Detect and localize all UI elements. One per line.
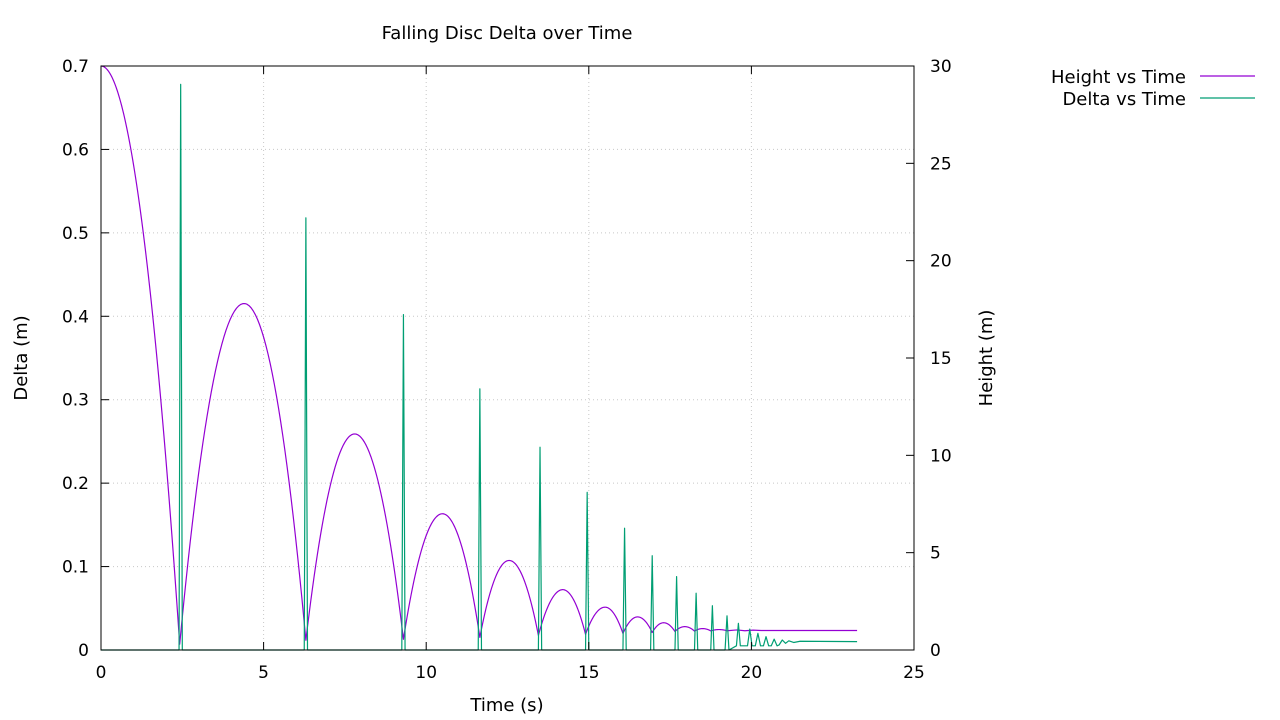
y2-tick-label: 20	[930, 252, 952, 272]
x-axis-label: Time (s)	[469, 695, 543, 716]
y2-tick-label: 10	[930, 446, 952, 466]
tick-labels: 0 5 10 15 20 2500.10.20.30.40.50.60.705101520…	[62, 57, 952, 683]
chart-title: Falling Disc Delta over Time	[382, 23, 633, 44]
x-tick-label: 15	[578, 663, 600, 683]
y-tick-label: 0.2	[62, 474, 89, 494]
y2-tick-label: 5	[930, 544, 941, 564]
y-tick-label: 0.3	[62, 391, 89, 411]
ticks	[100, 65, 915, 651]
x-tick-label: 5	[258, 663, 269, 683]
y2-tick-label: 25	[930, 154, 952, 174]
y-tick-label: 0.7	[62, 57, 89, 77]
y2-tick-label: 15	[930, 349, 952, 369]
y-tick-label: 0.5	[62, 224, 89, 244]
y2-tick-label: 0	[930, 641, 941, 661]
x-tick-label: 25	[903, 663, 925, 683]
legend-label-delta: Delta vs Time	[1062, 89, 1186, 110]
y2-axis-label: Height (m)	[976, 310, 997, 407]
y-axis-label: Delta (m)	[11, 315, 32, 400]
legend: Height vs Time Delta vs Time	[1051, 67, 1255, 110]
x-tick-label: 0	[96, 663, 107, 683]
y-tick-label: 0.1	[62, 558, 89, 578]
plot-frame	[100, 65, 915, 651]
y2-tick-label: 30	[930, 57, 952, 77]
series-layer	[100, 65, 858, 651]
y-tick-label: 0.4	[62, 307, 89, 327]
grid	[101, 66, 914, 650]
y-tick-label: 0.6	[62, 140, 89, 160]
x-tick-label: 20	[741, 663, 763, 683]
series-line-delta	[101, 83, 858, 651]
x-tick-label: 10	[415, 663, 437, 683]
y-tick-label: 0	[78, 641, 89, 661]
legend-label-height: Height vs Time	[1051, 67, 1186, 88]
